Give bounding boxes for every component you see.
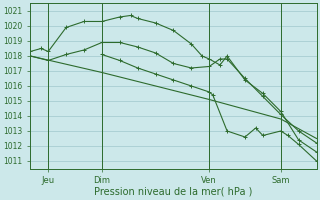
X-axis label: Pression niveau de la mer( hPa ): Pression niveau de la mer( hPa )	[94, 187, 252, 197]
